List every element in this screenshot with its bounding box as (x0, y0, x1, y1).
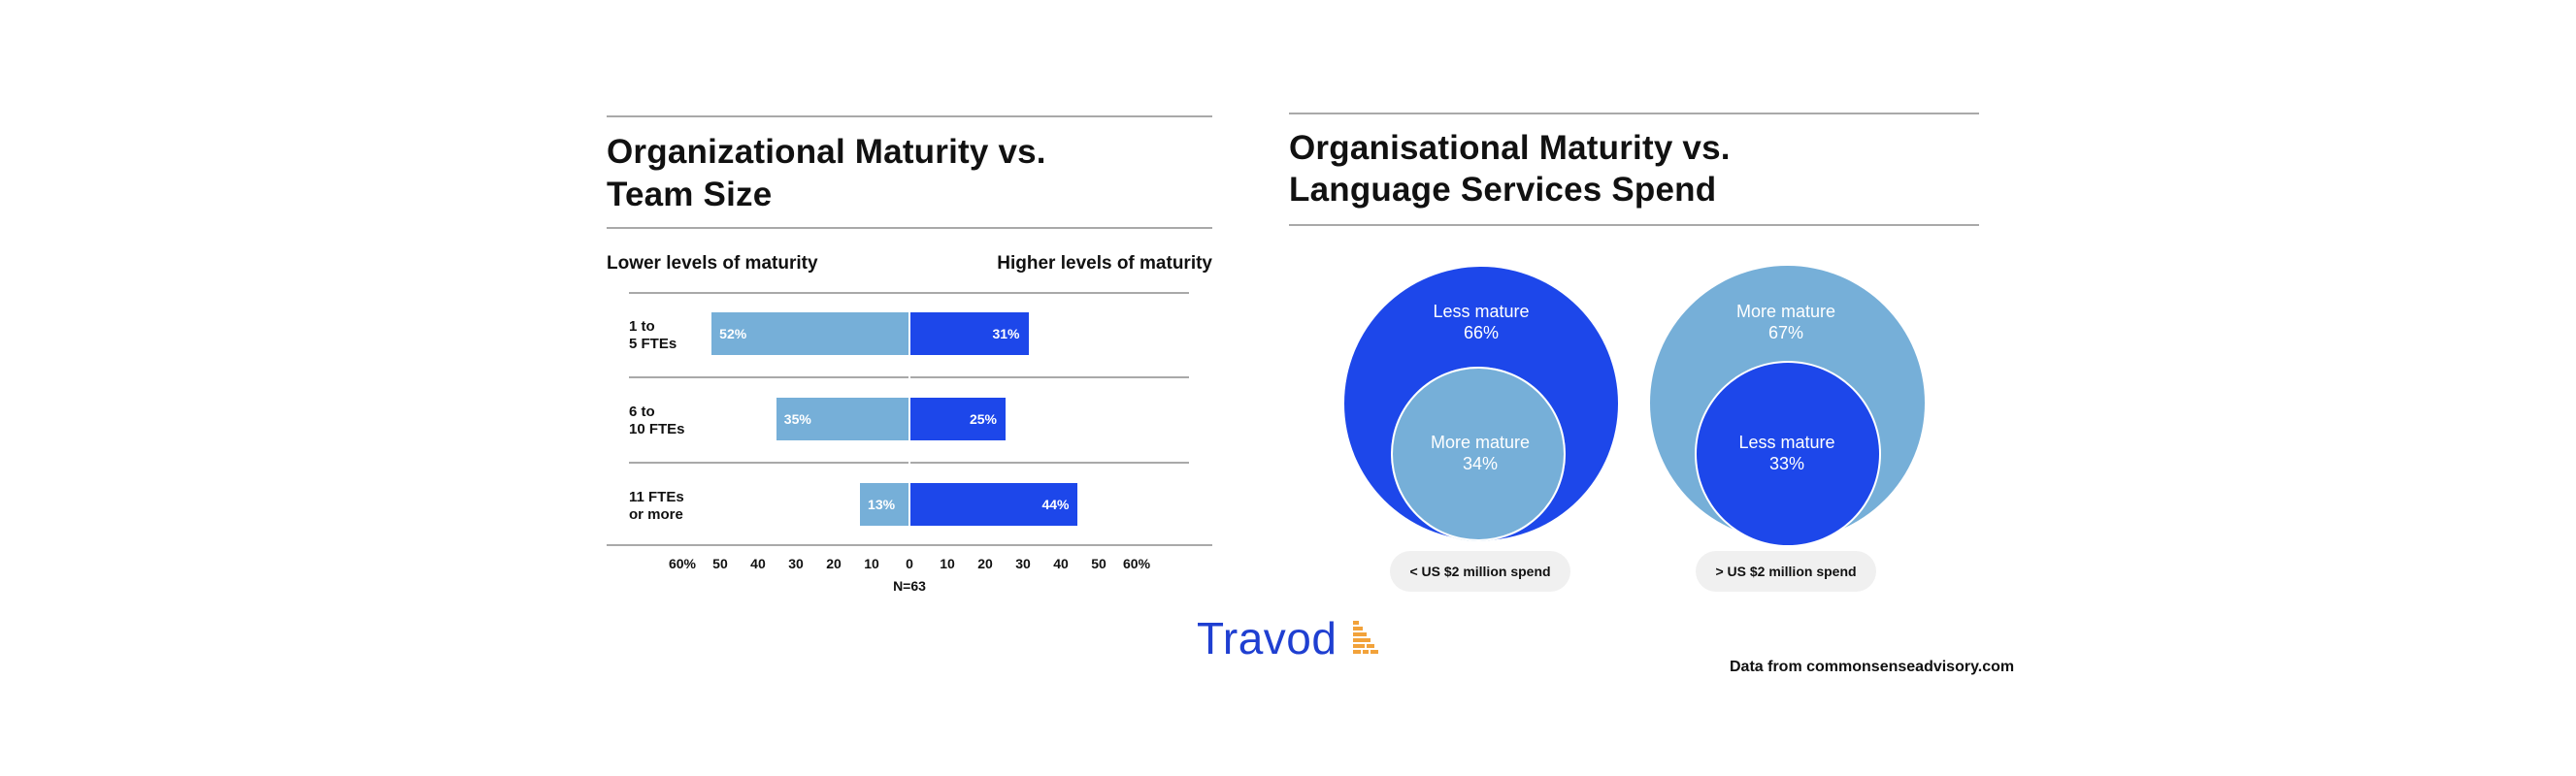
right-chart-title-line1: Organisational Maturity vs. (1289, 129, 1731, 167)
row-separator (607, 544, 1212, 546)
bar-lower-maturity (776, 398, 909, 440)
x-tick-label: 50 (1091, 556, 1106, 571)
right-title-rule (1289, 224, 1979, 226)
low-spend-pill: < US $2 million spend (1390, 551, 1570, 592)
x-tick-label: 60% (668, 556, 696, 571)
outer-label-high-spend: More mature 67% (1736, 301, 1835, 343)
outer-label-low-spend-value: 66% (1463, 323, 1500, 342)
x-tick-label: 30 (788, 556, 804, 571)
category-label-line: or more (629, 506, 683, 523)
x-tick-label: 10 (940, 556, 955, 571)
data-source-note: Data from commonsenseadvisory.com (1730, 659, 2015, 675)
category-label-line: 6 to (629, 404, 655, 420)
bar-label-higher: 25% (969, 411, 997, 427)
x-tick-label: 30 (1015, 556, 1031, 571)
inner-label-high-spend-value: 33% (1768, 454, 1805, 473)
x-tick-label: 40 (1053, 556, 1069, 571)
category-label-line: 10 FTEs (629, 421, 685, 437)
category-label: 1 to 5 FTEs (629, 318, 677, 353)
category-label: 11 FTEs or more (629, 489, 684, 524)
inner-label-low-spend-value: 34% (1462, 454, 1499, 473)
inner-label-low-spend: More mature 34% (1431, 432, 1530, 474)
left-top-rule (607, 115, 1212, 117)
outer-label-high-spend-value: 67% (1767, 323, 1804, 342)
travod-logo: Travod (1197, 612, 1337, 664)
x-tick-label: 0 (906, 556, 913, 571)
left-chart-title-line2: Team Size (607, 176, 773, 213)
bar-higher-maturity (910, 312, 1029, 355)
right-top-rule (1289, 113, 1979, 114)
x-tick-label: 40 (750, 556, 766, 571)
outer-label-low-spend: Less mature 66% (1433, 301, 1529, 343)
category-label-line: 11 FTEs (629, 489, 684, 505)
bar-label-lower: 13% (868, 497, 896, 512)
bar-label-higher: 44% (1041, 497, 1070, 512)
x-tick-label: 50 (712, 556, 728, 571)
left-title-rule (607, 227, 1212, 229)
bar-lower-maturity (711, 312, 909, 355)
lower-maturity-header: Lower levels of maturity (607, 253, 818, 274)
x-tick-label: 20 (826, 556, 842, 571)
x-tick-label: 20 (977, 556, 993, 571)
bars-icon (1353, 621, 1378, 654)
bar-higher-maturity (910, 398, 1006, 440)
right-chart-title-line2: Language Services Spend (1289, 171, 1717, 209)
sample-size-label: N=63 (893, 578, 926, 594)
outer-label-high-spend-name: More mature (1735, 302, 1836, 321)
outer-label-low-spend-name: Less mature (1433, 302, 1530, 321)
inner-circle-low-spend (1391, 367, 1566, 541)
logo-text: Travod (1197, 613, 1338, 663)
bar-label-higher: 31% (992, 326, 1020, 341)
x-tick-label: 10 (864, 556, 879, 571)
bar-label-lower: 52% (719, 326, 747, 341)
zero-axis-line (908, 308, 910, 530)
bar-lower-maturity (860, 483, 909, 526)
inner-label-high-spend: Less mature 33% (1738, 432, 1834, 474)
higher-maturity-header: Higher levels of maturity (997, 253, 1212, 274)
row-separator (629, 292, 1189, 294)
high-spend-pill: > US $2 million spend (1696, 551, 1876, 592)
left-chart-title-line1: Organizational Maturity vs. (607, 133, 1046, 171)
inner-label-low-spend-name: More mature (1430, 433, 1531, 452)
bar-higher-maturity (910, 483, 1078, 526)
category-label-line: 1 to (629, 318, 655, 335)
x-tick-label: 60% (1123, 556, 1151, 571)
bar-label-lower: 35% (783, 411, 811, 427)
category-label: 6 to 10 FTEs (629, 404, 685, 438)
inner-circle-high-spend (1697, 363, 1879, 545)
inner-label-high-spend-name: Less mature (1738, 433, 1835, 452)
category-label-line: 5 FTEs (629, 336, 677, 352)
